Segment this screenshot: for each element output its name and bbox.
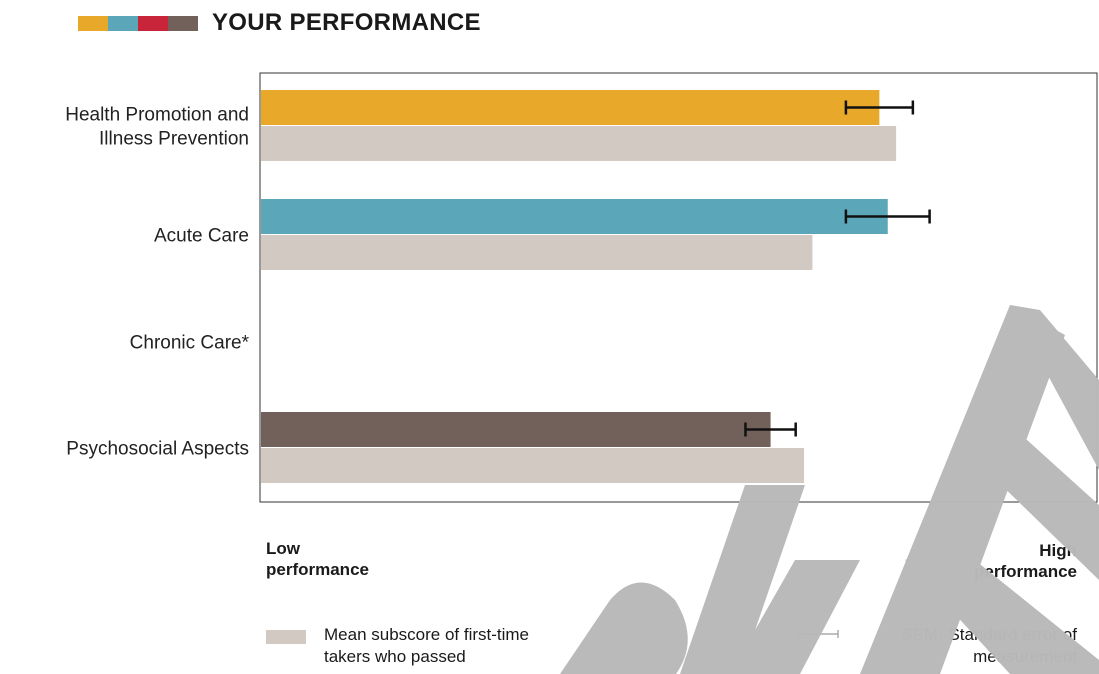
title-swatch xyxy=(78,15,108,31)
mean-passer-bar xyxy=(261,235,813,270)
category-label: Illness Prevention xyxy=(99,129,249,150)
low-performance-line-1: Low xyxy=(266,539,300,558)
category-label: Psychosocial Aspects xyxy=(66,439,249,460)
category-label: Acute Care xyxy=(154,226,249,247)
mean-passer-bar xyxy=(261,448,805,483)
mean-legend-swatch xyxy=(266,630,306,644)
mean-legend-line-2: takers who passed xyxy=(324,647,466,666)
high-performance-line-2: performance xyxy=(974,562,1077,581)
mean-legend-text: Mean subscore of first-time takers who p… xyxy=(324,624,529,668)
plot-frame xyxy=(259,72,1098,503)
sem-legend-icon xyxy=(799,630,839,638)
category-label: Chronic Care* xyxy=(130,333,250,354)
sem-legend-line-1: SEM: Standard error of xyxy=(901,624,1077,646)
sem-definition: Standard error of xyxy=(943,625,1077,644)
high-performance-label: High performance xyxy=(974,540,1077,582)
high-performance-line-1: High xyxy=(1039,541,1077,560)
title-swatch xyxy=(168,15,198,31)
your-score-bar xyxy=(261,90,880,125)
your-score-bar xyxy=(261,412,771,447)
page-title: YOUR PERFORMANCE xyxy=(212,9,481,36)
low-performance-label: Low performance xyxy=(266,538,369,580)
title-swatches xyxy=(78,15,198,31)
title-row: YOUR PERFORMANCE xyxy=(78,8,481,38)
mean-passer-bar xyxy=(261,126,897,161)
sem-legend-line-2: measurement xyxy=(973,647,1077,666)
low-performance-line-2: performance xyxy=(266,560,369,579)
title-swatch xyxy=(108,15,138,31)
your-score-bar xyxy=(261,199,888,234)
category-label: Health Promotion and xyxy=(65,105,249,126)
sem-legend-text: SEM: Standard error of measurement xyxy=(901,624,1077,668)
title-swatch xyxy=(138,15,168,31)
mean-legend-line-1: Mean subscore of first-time xyxy=(324,625,530,644)
sem-term: SEM: xyxy=(901,625,944,644)
